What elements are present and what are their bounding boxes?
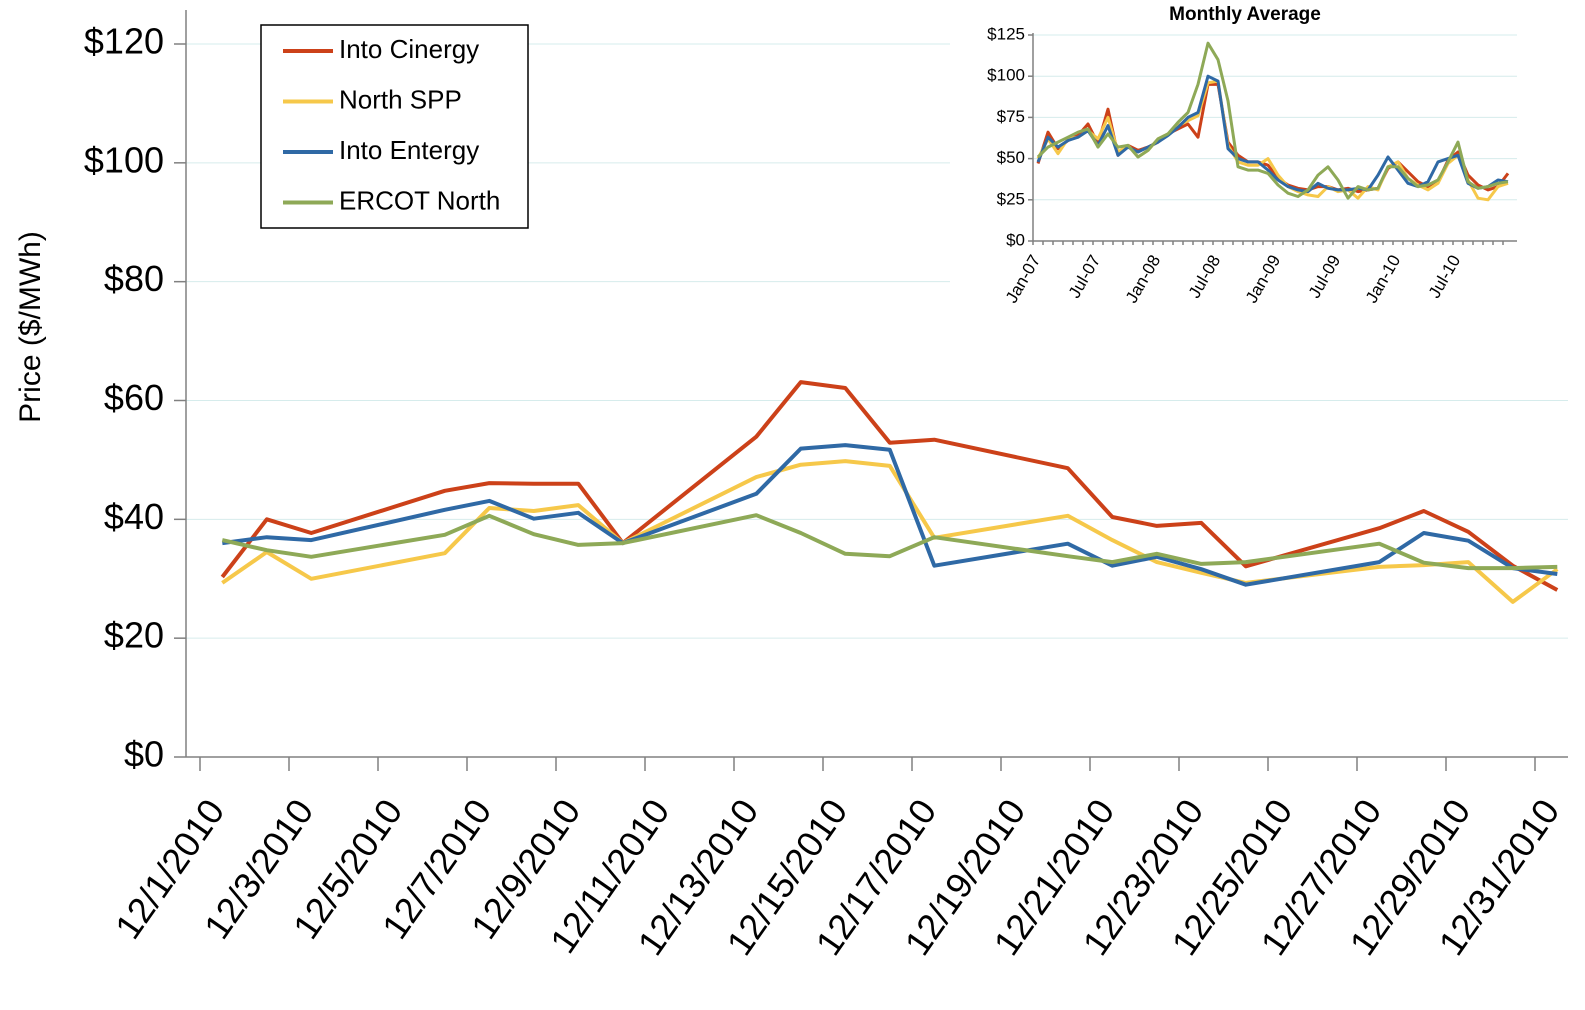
legend: Into Cinergy North SPP Into Entergy ERCOT N… xyxy=(260,24,529,229)
y-tick-label: $20 xyxy=(104,615,164,656)
legend-label: North SPP xyxy=(339,84,462,114)
y-tick-label: $60 xyxy=(104,377,164,418)
y-tick-label: $75 xyxy=(997,107,1025,126)
series-line xyxy=(220,380,1559,592)
series-line xyxy=(1036,74,1509,194)
y-tick-label: $40 xyxy=(104,496,164,537)
legend-label: Into Cinergy xyxy=(339,34,479,64)
series-line xyxy=(222,443,1558,587)
legend-label: Into Entergy xyxy=(339,135,479,165)
inset-chart: Monthly Average$0$25$50$75$100$125Jan-07… xyxy=(950,0,1585,338)
series-line xyxy=(221,459,1559,604)
legend-box xyxy=(260,24,529,229)
y-tick-label: $125 xyxy=(987,24,1025,43)
series-line xyxy=(221,513,1558,571)
y-axis-label: Price ($/MWh) xyxy=(14,231,47,423)
y-tick-label: $80 xyxy=(104,258,164,299)
legend-label: ERCOT North xyxy=(339,185,500,215)
y-tick-label: $100 xyxy=(987,66,1025,85)
inset-title: Monthly Average xyxy=(1169,4,1321,25)
y-tick-label: $0 xyxy=(1006,230,1025,249)
y-tick-label: $25 xyxy=(997,189,1025,208)
y-tick-label: $100 xyxy=(84,139,164,180)
series-line xyxy=(1036,41,1509,200)
y-tick-label: $50 xyxy=(997,148,1025,167)
y-tick-label: $120 xyxy=(84,21,164,62)
y-tick-label: $0 xyxy=(124,734,164,775)
lines xyxy=(220,380,1559,604)
